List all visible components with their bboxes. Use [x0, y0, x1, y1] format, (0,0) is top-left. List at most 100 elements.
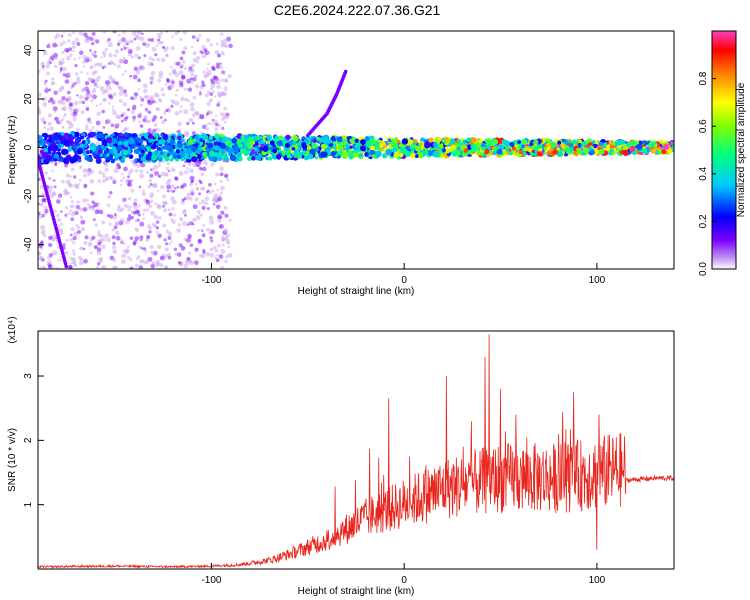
spectrogram-noise-point: [53, 52, 58, 58]
spectrogram-band-point: [236, 151, 242, 158]
spectrogram-noise-point: [205, 93, 209, 98]
spectrogram-band-point: [320, 143, 327, 150]
spectrogram-noise-point: [189, 80, 194, 85]
spectrogram-noise-point: [59, 119, 63, 123]
spectrogram-noise-point: [55, 266, 59, 269]
spectrogram-band-point: [72, 144, 78, 150]
spectrogram-band-point: [249, 152, 253, 157]
spectrogram-y-tick-label: -40: [23, 237, 34, 252]
spectrogram-noise-point: [59, 228, 64, 232]
spectrogram-noise-point: [149, 173, 154, 178]
spectrogram-noise-point: [142, 217, 146, 220]
spectrogram-band-point: [552, 149, 558, 155]
spectrogram-noise-point: [110, 123, 115, 128]
spectrogram-band-point: [468, 138, 472, 142]
spectrogram-noise-point: [164, 266, 168, 269]
spectrogram-band-point: [497, 143, 505, 151]
spectrogram-band-point: [643, 148, 648, 153]
spectrogram-band-point: [598, 141, 604, 147]
spectrogram-band-point: [53, 136, 59, 142]
spectrogram-noise-point: [123, 127, 128, 131]
spectrogram-noise-point: [168, 212, 173, 217]
spectrogram-noise-point: [139, 103, 144, 107]
spectrogram-noise-point: [134, 168, 139, 173]
spectrogram-noise-point: [157, 204, 162, 210]
spectrogram-band-point: [557, 140, 562, 145]
spectrogram-noise-point: [150, 199, 154, 203]
spectrogram-band-point: [375, 150, 382, 158]
spectrogram-noise-point: [174, 72, 179, 78]
spectrogram-noise-point: [187, 162, 192, 166]
spectrogram-noise-point: [107, 102, 111, 105]
spectrogram-y-tick-label: 40: [23, 44, 34, 56]
spectrogram-noise-point: [177, 121, 183, 127]
spectrogram-noise-point: [120, 259, 126, 264]
spectrogram-noise-point: [194, 74, 198, 78]
colorbar-tick-label: 0.0: [698, 262, 709, 276]
spectrogram-band-point: [441, 138, 447, 144]
spectrogram-noise-point: [66, 97, 71, 103]
spectrogram-band-point: [358, 153, 363, 158]
spectrogram-noise-point: [185, 195, 190, 200]
spectrogram-noise-point: [169, 188, 174, 193]
spectrogram-noise-point: [170, 240, 173, 243]
spectrogram-noise-point: [223, 86, 228, 92]
spectrogram-noise-point: [74, 100, 79, 106]
spectrogram-noise-point: [118, 166, 121, 169]
spectrogram-noise-point: [134, 53, 139, 58]
spectrogram-band-point: [669, 141, 674, 146]
spectrogram-noise-point: [189, 260, 193, 264]
spectrogram-noise-point: [83, 32, 88, 38]
spectrogram-noise-point: [85, 37, 90, 41]
spectrogram-band-point: [219, 142, 226, 149]
spectrogram-noise-point: [137, 213, 141, 217]
spectrogram-noise-point: [114, 221, 119, 226]
spectrogram-noise-point: [189, 102, 195, 107]
snr-x-label: Height of straight line (km): [298, 586, 415, 597]
spectrogram-noise-point: [99, 102, 103, 106]
spectrogram-band-point: [93, 144, 97, 148]
spectrogram-band-point: [200, 133, 207, 140]
spectrogram-noise-point: [190, 106, 195, 112]
spectrogram-band-point: [147, 133, 153, 139]
spectrogram-noise-point: [219, 185, 225, 191]
spectrogram-noise-point: [75, 37, 79, 42]
spectrogram-noise-point: [160, 57, 166, 63]
spectrogram-band-point: [63, 139, 70, 146]
spectrogram-noise-point: [216, 254, 219, 257]
spectrogram-noise-point: [62, 40, 66, 45]
spectrogram-band-point: [164, 144, 170, 150]
spectrogram-noise-point: [200, 187, 204, 191]
spectrogram-noise-point: [102, 174, 106, 179]
spectrogram-band-point: [385, 149, 392, 156]
spectrogram-noise-point: [210, 65, 216, 70]
spectrogram-noise-point: [179, 109, 183, 114]
spectrogram-band-point: [106, 153, 110, 157]
spectrogram-band-point: [628, 146, 633, 152]
spectrogram-noise-point: [104, 47, 108, 52]
spectrogram-noise-point: [179, 184, 185, 189]
spectrogram-noise-point: [212, 90, 215, 93]
spectrogram-band-point: [191, 146, 197, 152]
spectrogram-noise-point: [118, 33, 121, 37]
spectrogram-band-point: [136, 158, 141, 163]
spectrogram-band-point: [396, 149, 401, 154]
spectrogram-noise-point: [43, 126, 47, 130]
spectrogram-noise-point: [155, 107, 159, 111]
spectrogram-noise-point: [194, 260, 199, 266]
spectrogram-band-point: [492, 150, 497, 155]
spectrogram-noise-point: [159, 184, 165, 190]
spectrogram-noise-point: [146, 234, 151, 239]
spectrogram-noise-point: [186, 121, 190, 126]
spectrogram-noise-point: [118, 91, 124, 96]
spectrogram-noise-point: [209, 238, 213, 242]
spectrogram-noise-point: [162, 45, 166, 49]
spectrogram-noise-point: [199, 114, 205, 120]
spectrogram-noise-point: [51, 77, 55, 81]
spectrogram-band-point: [38, 135, 43, 141]
spectrogram-noise-point: [141, 32, 144, 36]
spectrogram-noise-point: [61, 57, 65, 61]
spectrogram-band-point: [511, 146, 517, 151]
spectrogram-noise-point: [44, 79, 48, 83]
spectrogram-noise-point: [64, 79, 70, 84]
